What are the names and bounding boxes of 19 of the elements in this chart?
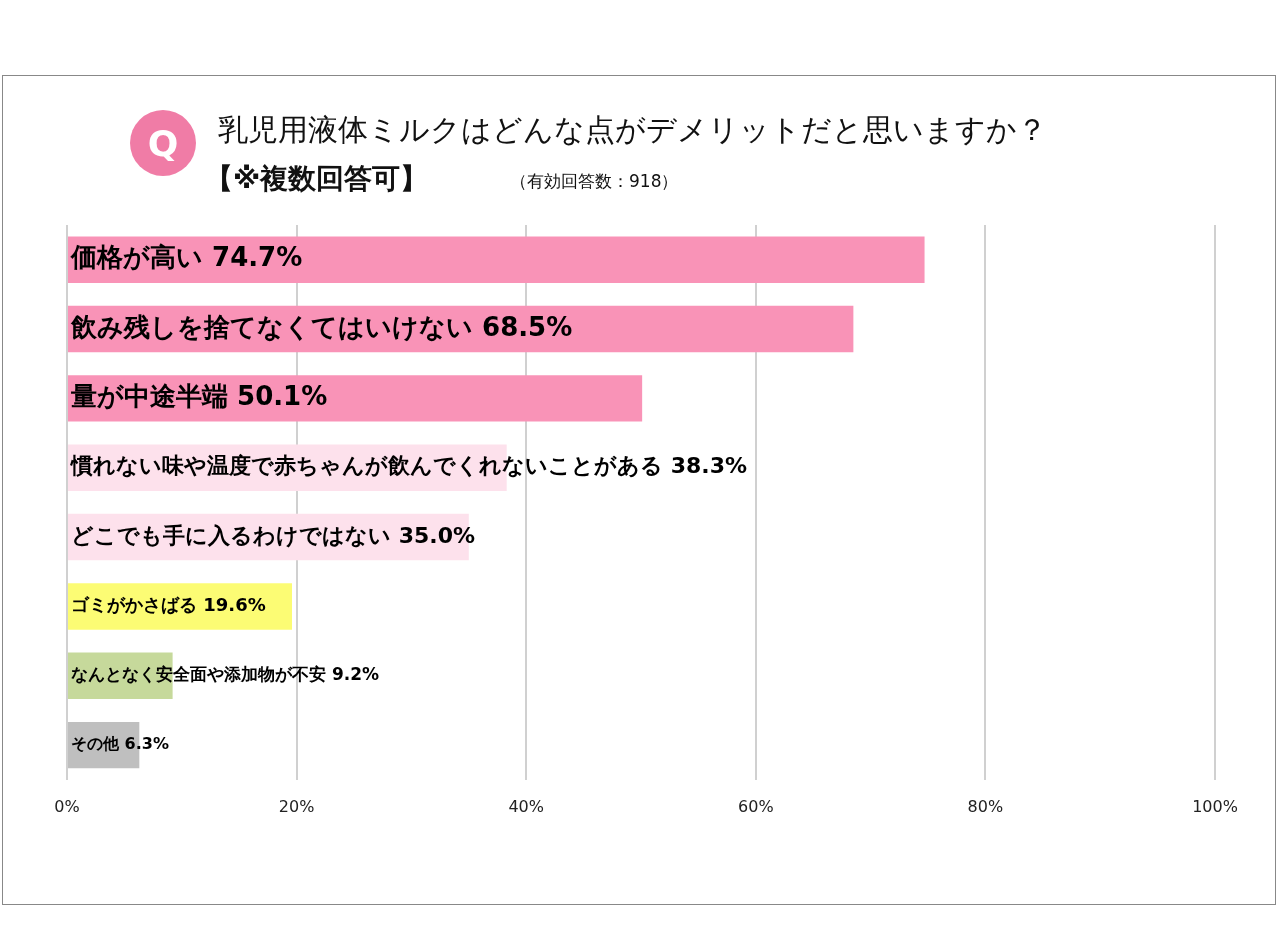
category-label: なんとなく安全面や添加物が不安 9.2% [71, 664, 380, 685]
text: Q [130, 110, 196, 176]
chart-subtitle: 【※複数回答可】 [205, 161, 429, 197]
category-label: 価格が高い 74.7% [71, 242, 303, 273]
bar [68, 236, 925, 283]
chart-title: 乳児用液体ミルクはどんな点がデメリットだと思いますか？ [218, 111, 1047, 149]
category-label: ゴミがかさばる 19.6% [71, 594, 266, 616]
x-tick-label: 40% [508, 796, 544, 816]
category-label: 量が中途半端 50.1% [71, 381, 328, 412]
text: （有効回答数：918） [510, 170, 679, 193]
x-tick-label: 20% [278, 796, 315, 816]
category-label: 慣れない味や温度で赤ちゃんが飲んでくれないことがある 38.3% [71, 453, 747, 479]
category-label: その他 6.3% [71, 734, 169, 754]
x-tick-label: 100% [1192, 796, 1238, 816]
x-tick-label: 0% [54, 796, 80, 816]
x-tick-label: 80% [967, 796, 1004, 816]
x-tick-label: 60% [738, 796, 774, 816]
category-label: 飲み残しを捨てなくてはいけない 68.5% [71, 311, 573, 342]
category-label: どこでも手に入るわけではない 35.0% [71, 522, 475, 548]
